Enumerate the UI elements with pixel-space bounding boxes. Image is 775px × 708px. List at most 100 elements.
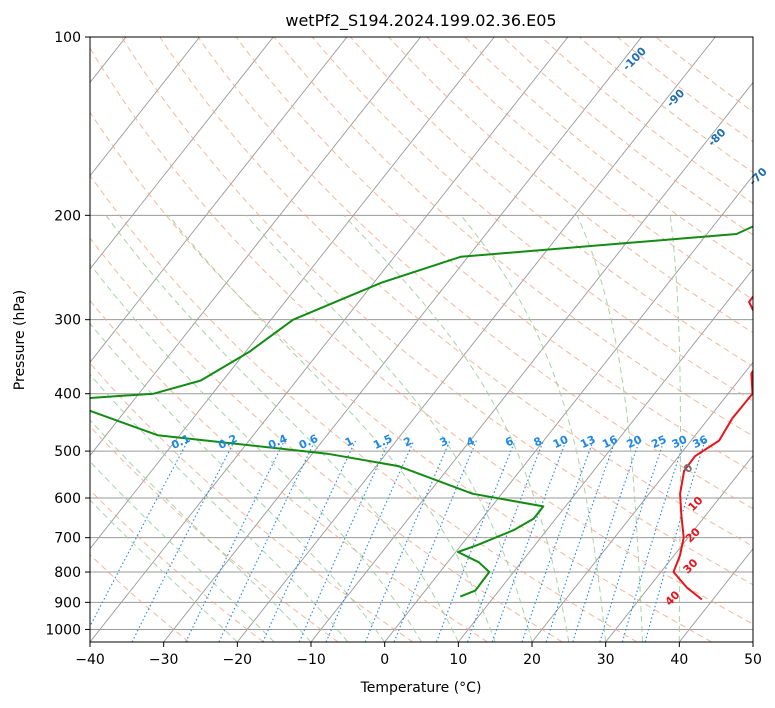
dewpoint-line <box>90 225 753 598</box>
dry-adiabat-line <box>90 489 264 642</box>
isotherm-line <box>90 37 569 642</box>
x-tick-label: 40 <box>670 652 688 668</box>
isotherm-line <box>236 37 716 642</box>
x-tick-label: −30 <box>149 652 179 668</box>
mixing-ratio-label: 1 <box>343 434 355 449</box>
dry-adiabat-line <box>90 299 488 642</box>
mixing-ratio-label: 25 <box>649 433 668 451</box>
mixing-ratio-line <box>325 440 415 642</box>
isotherm-line <box>457 268 753 642</box>
y-tick-label: 600 <box>54 491 81 507</box>
mixing-ratio-line <box>521 440 594 642</box>
mixing-ratio-label: 13 <box>578 433 597 451</box>
dry-adiabat-line <box>464 37 753 268</box>
temperature-line <box>672 294 753 601</box>
x-tick-label: 50 <box>744 652 762 668</box>
x-tick-label: −40 <box>75 652 105 668</box>
isotherm-line <box>90 37 348 363</box>
y-tick-label: 300 <box>54 313 81 329</box>
moist-adiabat-line <box>90 263 422 642</box>
mixing-ratio-line <box>218 440 316 642</box>
moist-adiabat-line <box>460 214 607 642</box>
dry-adiabat-line <box>540 37 753 204</box>
dry-adiabat-label: 20 <box>683 525 703 545</box>
isotherm-line <box>90 37 200 177</box>
dry-adiabat-line <box>121 37 753 586</box>
dry-adiabat-line <box>90 111 712 642</box>
mixing-ratio-label: 20 <box>625 433 645 451</box>
mixing-ratio-label: 2 <box>402 434 414 449</box>
mixing-ratio-label: 4 <box>464 434 477 449</box>
mixing-ratio-line <box>599 440 665 642</box>
mixing-ratio-line <box>90 440 189 628</box>
dry-adiabat-line <box>655 37 753 113</box>
theta-a-label: -90 <box>664 86 687 109</box>
dry-adiabat-line <box>350 37 753 368</box>
dry-adiabat-line <box>90 362 414 642</box>
y-tick-label: 700 <box>54 531 81 547</box>
isotherm-line <box>90 37 421 457</box>
mixing-ratio-label: 10 <box>551 433 571 451</box>
moist-adiabat-line <box>105 215 459 642</box>
y-tick-label: 100 <box>54 30 81 46</box>
x-tick-label: −10 <box>296 652 326 668</box>
theta-a-label: -100 <box>620 44 649 73</box>
moist-adiabat-line <box>245 214 533 642</box>
dry-adiabat-line <box>159 37 753 547</box>
dry-adiabat-line <box>502 37 753 236</box>
isotherm-line <box>752 641 753 642</box>
isotherm-line <box>90 37 274 270</box>
x-axis-title: Temperature (°C) <box>360 680 482 696</box>
dry-adiabat-line <box>273 37 753 437</box>
moist-adiabat-line <box>168 214 496 642</box>
theta-a-label: -80 <box>705 126 728 149</box>
isotherm-line <box>605 454 753 642</box>
isotherm-line <box>163 37 642 642</box>
mixing-ratio-line <box>644 440 706 642</box>
dry-adiabat-line <box>197 37 753 510</box>
moist-adiabat-line <box>90 322 386 642</box>
mixing-ratio-line <box>364 440 451 642</box>
dry-adiabat-line <box>90 554 190 642</box>
y-axis-title: Pressure (hPa) <box>12 290 28 390</box>
dry-adiabat-line <box>312 37 753 402</box>
moist-adiabat-line <box>343 214 570 642</box>
x-tick-label: 30 <box>597 652 615 668</box>
y-tick-label: 800 <box>54 565 81 581</box>
mixing-ratio-line <box>262 440 357 642</box>
mixing-ratio-line <box>185 440 285 642</box>
isotherm-line <box>531 361 753 642</box>
mixing-ratio-label: 0.2 <box>216 432 239 452</box>
theta-a-label: -70 <box>747 165 770 188</box>
dry-adiabat-line <box>617 37 753 143</box>
dry-adiabat-label: 30 <box>681 556 701 576</box>
mixing-ratio-line <box>131 440 236 642</box>
moist-adiabat-line <box>90 373 349 642</box>
mixing-ratio-label: 3 <box>438 434 450 449</box>
x-tick-label: −20 <box>223 652 253 668</box>
mixing-ratio-label: 0.1 <box>169 432 192 452</box>
mixing-ratio-line <box>491 440 567 642</box>
mixing-ratio-label: 36 <box>691 433 711 451</box>
mixing-ratio-label: 30 <box>670 433 690 451</box>
line-labels: 0.1 0.2 0.4 0.6 1 1.5 2 3 4 6 8 10 13 16 20 25 30 36-100-… <box>169 44 770 608</box>
x-tick-label: 20 <box>523 652 541 668</box>
mixing-ratio-label: 6 <box>503 434 516 449</box>
axis-ticks: −40 −30 −20 −10 0 10 20 30 40 5010020030040050060… <box>45 30 762 668</box>
x-tick-label: 10 <box>449 652 467 668</box>
dry-adiabat-line <box>90 47 753 625</box>
dry-adiabat-line <box>90 237 563 642</box>
y-tick-label: 200 <box>54 208 81 224</box>
dry-adiabat-line <box>579 37 753 173</box>
mixing-ratio-label: 1.5 <box>371 432 394 452</box>
mixing-ratio-line <box>621 440 685 642</box>
chart-title: wetPf2_S194.2024.199.02.36.E05 <box>285 11 556 31</box>
dry-adiabat-line <box>388 37 753 334</box>
mixing-ratio-line <box>466 440 545 642</box>
moist-adiabat-line <box>576 215 643 642</box>
isotherm-line <box>90 37 495 550</box>
y-tick-label: 400 <box>54 387 81 403</box>
dry-adiabat-line <box>426 37 753 301</box>
dry-adiabat-line <box>90 174 638 642</box>
